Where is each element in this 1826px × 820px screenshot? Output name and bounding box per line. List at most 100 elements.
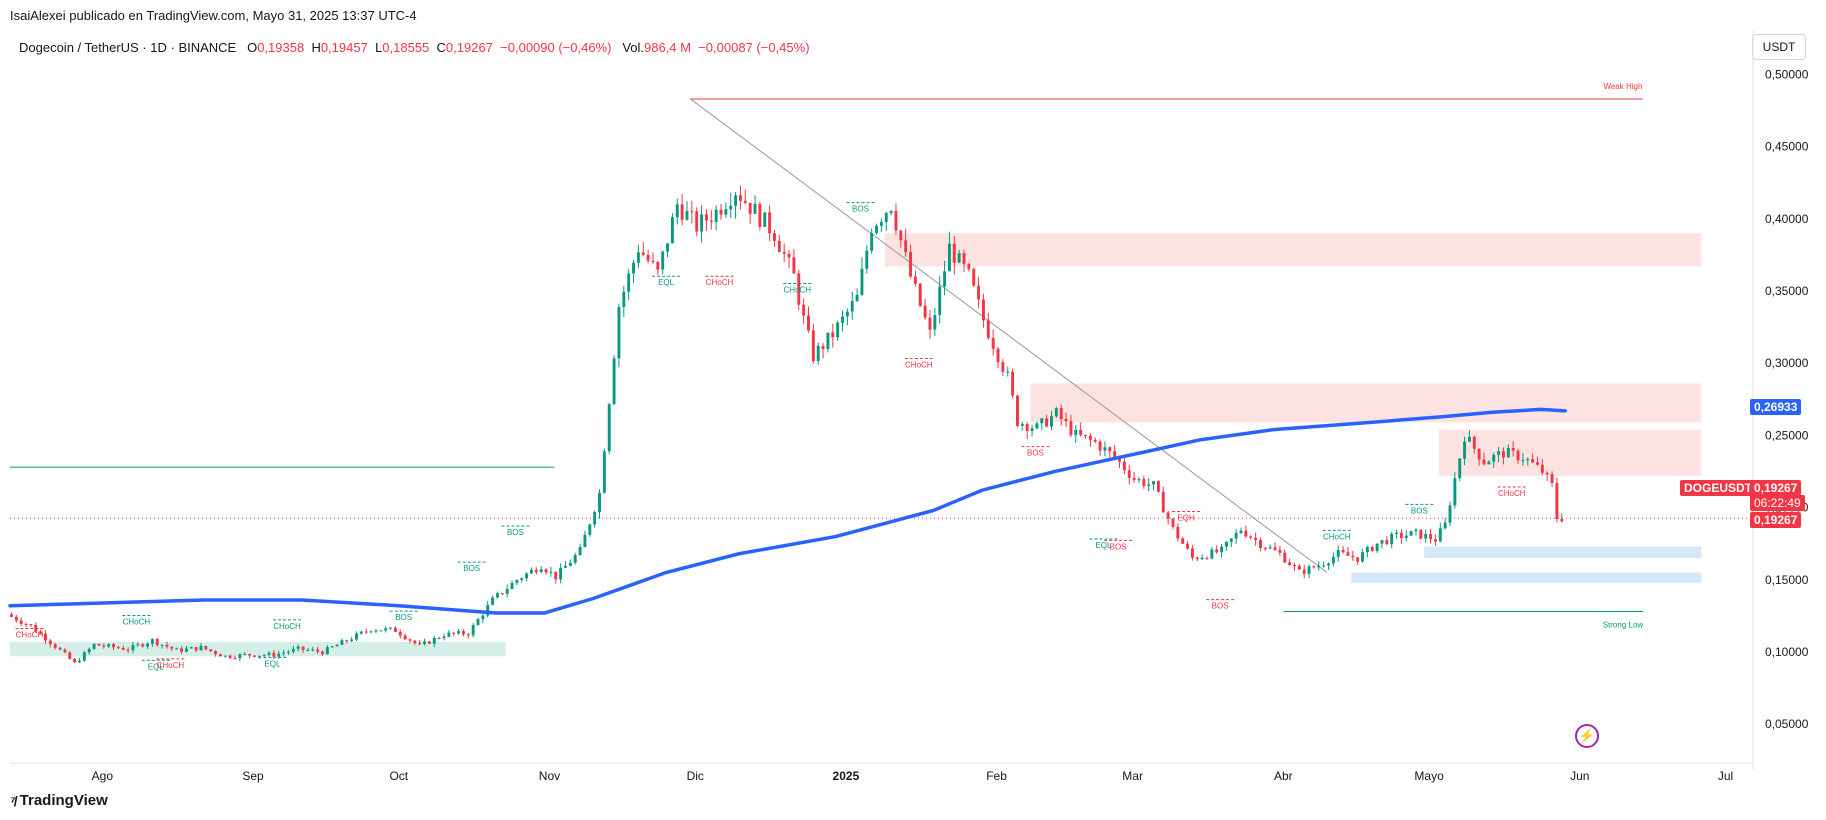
candle-body	[1404, 535, 1408, 538]
candle-body	[860, 268, 864, 295]
candle-body	[991, 338, 995, 349]
candle-body	[1375, 543, 1379, 552]
candle-body	[622, 291, 626, 307]
candle-body	[1288, 562, 1292, 566]
candle-body	[602, 451, 606, 493]
candle-body	[554, 571, 558, 580]
candle-body	[214, 651, 218, 655]
candle-body	[131, 644, 135, 651]
candle-body	[758, 204, 762, 227]
candle-body	[598, 492, 601, 513]
candle-body	[136, 644, 140, 646]
candle-body	[58, 647, 62, 650]
candle-body	[894, 211, 898, 231]
candle-body	[486, 604, 490, 616]
candle-body	[350, 639, 354, 641]
lightning-icon[interactable]: ⚡	[1575, 724, 1599, 748]
time-tick-label: Mar	[1122, 769, 1143, 783]
candle-body	[821, 345, 825, 350]
candle-body	[1195, 557, 1199, 560]
candle-body	[481, 615, 485, 620]
candle-body	[933, 315, 937, 330]
candle-body	[277, 653, 281, 657]
candle-body	[1064, 419, 1068, 422]
candle-body	[1171, 518, 1175, 527]
candle-body	[996, 348, 1000, 363]
candle-body	[1492, 454, 1496, 462]
candle-body	[967, 264, 971, 269]
smc-label: CHoCH	[1323, 532, 1351, 541]
candle-body	[1365, 546, 1369, 553]
candle-body	[1506, 448, 1510, 458]
candle-body	[1181, 538, 1185, 544]
candle-body	[641, 252, 645, 255]
candle-body	[612, 358, 616, 405]
candle-body	[962, 253, 966, 265]
candle-body	[82, 652, 86, 661]
candle-body	[301, 646, 305, 650]
candle-body	[1463, 441, 1467, 459]
low-label: L	[375, 40, 383, 55]
candle-body	[447, 632, 451, 637]
smc-label: CHoCH	[784, 285, 812, 294]
smc-label: EQH	[1177, 514, 1195, 523]
candle-body	[972, 268, 976, 286]
candle-body	[189, 647, 193, 649]
candle-body	[632, 262, 635, 274]
candle-body	[282, 652, 286, 654]
level-label: Strong Low	[1603, 621, 1644, 630]
candle-body	[87, 648, 91, 653]
candle-body	[1079, 429, 1083, 435]
candle-body	[461, 631, 465, 635]
tradingview-logo[interactable]: ⁷/ TradingView	[10, 792, 108, 809]
candle-body	[1336, 550, 1340, 557]
candle-body	[233, 657, 237, 659]
smc-label: BOS	[852, 205, 869, 214]
candle-body	[1263, 548, 1267, 550]
candle-body	[1307, 566, 1311, 574]
candle-body	[1467, 436, 1471, 442]
symbol-name[interactable]: Dogecoin / TetherUS · 1D · BINANCE	[19, 40, 237, 55]
candle-body	[826, 332, 830, 350]
candle-body	[1497, 451, 1501, 455]
candle-body	[768, 212, 772, 234]
high-value: 0,19457	[320, 40, 368, 55]
candle-body	[583, 534, 587, 548]
candle-body	[1249, 536, 1253, 538]
candle-body	[364, 631, 368, 633]
candle-body	[704, 214, 708, 221]
low-value: 0,18555	[382, 40, 430, 55]
candle-body	[78, 660, 81, 663]
candle-body	[889, 211, 893, 214]
smc-label: EQL	[148, 662, 165, 671]
candle-body	[870, 233, 874, 251]
symbol-legend[interactable]: Dogecoin / TetherUS · 1D · BINANCE O0,19…	[19, 40, 810, 55]
candle-body	[369, 631, 373, 633]
candle-body	[432, 638, 436, 644]
currency-button[interactable]: USDT	[1752, 34, 1806, 60]
candle-body	[1098, 441, 1102, 451]
candle-body	[384, 628, 388, 631]
time-axis[interactable]: Ago Sep Oct Nov Dic 2025 Feb Mar Abr Mayo Jun Jul	[92, 769, 1734, 783]
candle-body	[729, 205, 733, 210]
candle-body	[296, 646, 300, 649]
candle-body	[437, 638, 441, 640]
tradingview-logo-text: TradingView	[19, 792, 108, 809]
candle-body	[393, 627, 397, 632]
levels-layer: Weak High Strong Low	[10, 82, 1753, 630]
time-tick-label: Mayo	[1414, 769, 1444, 783]
candle-body	[126, 649, 130, 651]
candle-body	[330, 646, 334, 648]
candle-body	[491, 597, 495, 605]
candle-body	[267, 652, 271, 656]
candle-body	[1084, 434, 1087, 436]
candle-body	[1516, 450, 1520, 461]
candle-body	[909, 252, 913, 277]
candle-body	[1531, 459, 1535, 463]
candles-layer	[10, 185, 1564, 664]
smc-label: BOS	[395, 613, 412, 622]
candle-body	[782, 251, 786, 254]
candle-body	[977, 285, 981, 300]
